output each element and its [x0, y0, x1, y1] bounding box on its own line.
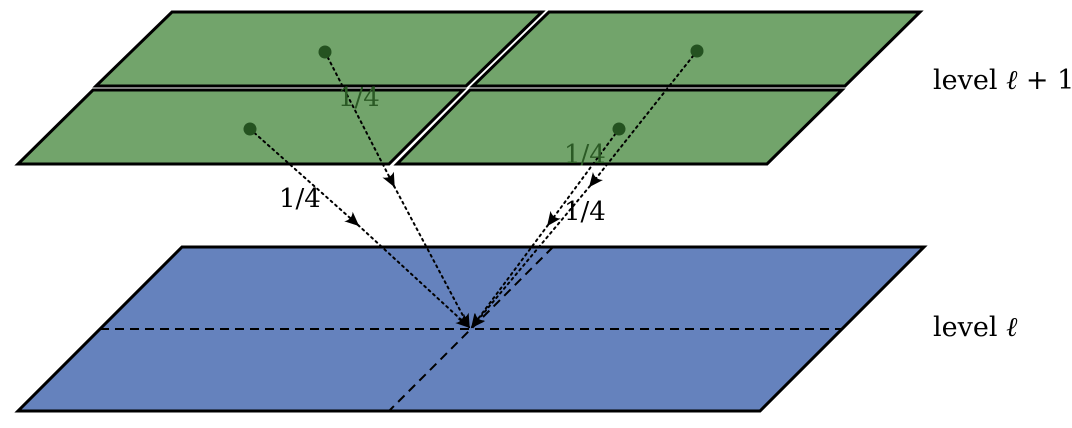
level-offset: + 1	[1017, 65, 1072, 96]
arrow-lower-segment-c	[470, 185, 591, 329]
weight-label-bottom-right: 1/4	[564, 197, 606, 227]
weight-label-top-left: 1/4	[338, 83, 380, 113]
restriction-arrows	[249, 50, 698, 329]
level-symbol: ℓ	[1006, 65, 1018, 96]
coarse-dashed-diagonal	[388, 246, 554, 412]
center-point-top-right	[690, 44, 704, 58]
center-point-top-left	[318, 45, 332, 59]
level-word: level	[933, 65, 998, 96]
fine-cell-bottom-left	[14, 88, 467, 166]
coarse-cell	[14, 245, 928, 413]
level-symbol: ℓ	[1006, 312, 1018, 343]
fine-plane	[14, 10, 924, 166]
fine-cell-top-left	[92, 10, 546, 88]
weight-label-bottom-left: 1/4	[279, 184, 321, 214]
arrow-upper-segment-d	[547, 128, 620, 227]
level-word: level	[933, 312, 998, 343]
center-point-bottom-right	[612, 122, 626, 136]
center-point-bottom-left	[243, 122, 257, 136]
coarse-plane	[14, 245, 928, 413]
arrow-lower-segment-b	[357, 224, 471, 329]
arrow-upper-segment-a	[324, 51, 395, 188]
arrow-upper-segment-c	[589, 50, 698, 188]
weight-label-top-right: 1/4	[564, 140, 606, 170]
fine-cell-centers	[243, 44, 704, 136]
arrow-lower-segment-a	[393, 185, 470, 329]
level-label-fine: level ℓ + 1	[933, 65, 1072, 96]
arrow-upper-segment-b	[249, 128, 360, 227]
level-label-coarse: level ℓ	[933, 312, 1017, 343]
